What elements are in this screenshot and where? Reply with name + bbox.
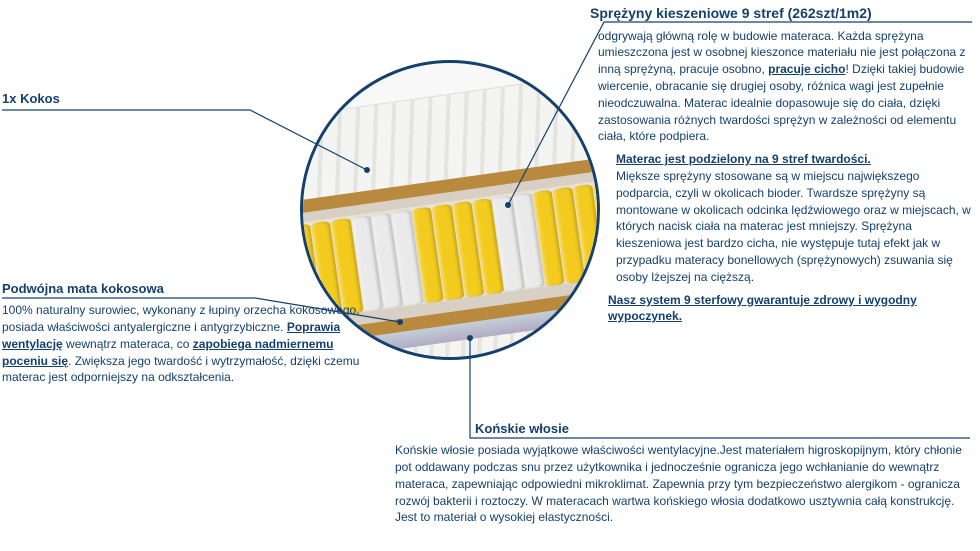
callout-kokos: 1x Kokos [2, 90, 227, 112]
callout-mata-title: Podwójna mata kokosowa [2, 280, 382, 298]
callout-springs-p1: odgrywają główną rolę w budowie materaca… [590, 28, 972, 146]
callout-horsehair-body: Końskie włosie posiada wyjątkowe właściw… [395, 442, 970, 526]
text-bold: pracuje cicho [768, 62, 845, 76]
text-bold: Materac jest podzielony na 9 stref tward… [616, 152, 871, 166]
callout-kokos-title: 1x Kokos [2, 90, 227, 108]
callout-springs: Sprężyny kieszeniowe 9 stref (262szt/1m2… [590, 4, 972, 331]
text-bold: Nasz system 9 sterfowy gwarantuje zdrowy… [608, 293, 917, 324]
callout-springs-p3: Nasz system 9 sterfowy gwarantuje zdrowy… [590, 292, 972, 326]
callout-horsehair: Końskie włosie Końskie włosie posiada wy… [395, 420, 970, 532]
callout-mata: Podwójna mata kokosowa 100% naturalny su… [2, 280, 382, 392]
text: wewnątrz materaca, co [63, 337, 193, 351]
callout-springs-p2: Materac jest podzielony na 9 stref tward… [590, 151, 972, 285]
callout-springs-title: Sprężyny kieszeniowe 9 stref (262szt/1m2… [590, 4, 972, 24]
callout-horsehair-title: Końskie włosie [475, 420, 970, 438]
callout-mata-body: 100% naturalny surowiec, wykonany z łupi… [2, 302, 382, 386]
text: Miększe sprężyny stosowane są w miejscu … [616, 169, 971, 284]
